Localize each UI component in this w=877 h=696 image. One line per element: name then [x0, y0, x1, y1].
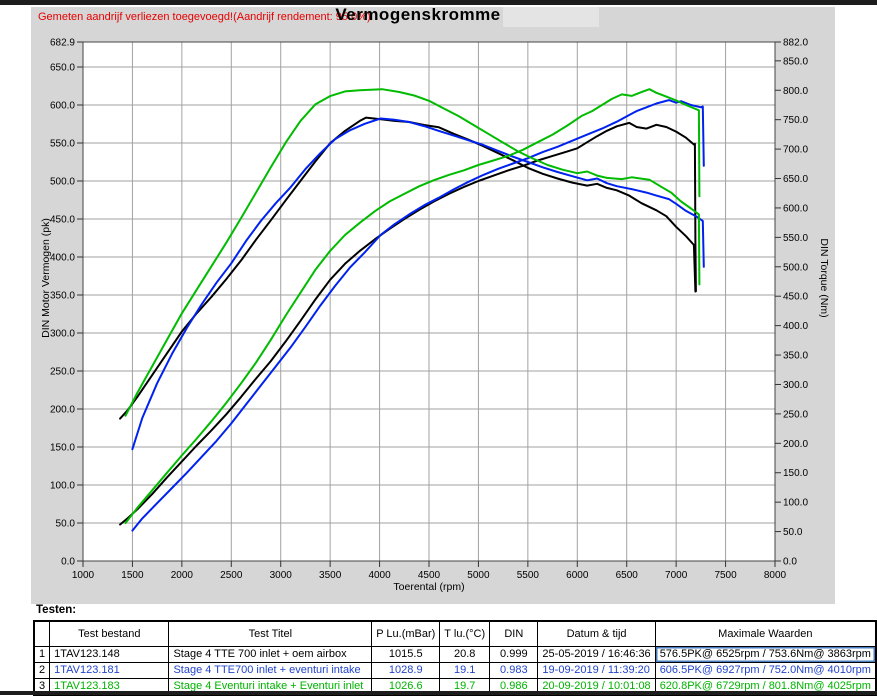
y-left-tick-label: 50.0 — [56, 519, 76, 530]
x-tick-label: 8000 — [764, 570, 787, 581]
y-left-tick-label: 450.0 — [50, 215, 75, 226]
x-tick-label: 2000 — [171, 570, 194, 581]
curve-1-power — [119, 121, 697, 526]
y-right-tick-label: 200.0 — [783, 439, 808, 450]
x-tick-label: 4000 — [368, 570, 391, 581]
row-number: 1 — [33, 646, 51, 663]
y-right-tick-label: 550.0 — [783, 233, 808, 244]
y-left-tick-label: 682.9 — [50, 38, 75, 49]
y-left-tick-label: 300.0 — [50, 329, 75, 340]
y-right-tick-label: 250.0 — [783, 409, 808, 420]
y-right-tick-label: 500.0 — [783, 262, 808, 273]
y-right-tick-label: 50.0 — [783, 527, 803, 538]
y-right-tick-label: 350.0 — [783, 351, 808, 362]
drivetrain-loss-note: Gemeten aandrijf verliezen toegevoegd!(A… — [38, 11, 371, 23]
column-header: T lu.(°C) — [439, 620, 491, 647]
y-left-tick-label: 400.0 — [50, 253, 75, 264]
x-tick-label: 1500 — [121, 570, 144, 581]
y-left-tick-label: 200.0 — [50, 405, 75, 416]
x-tick-label: 4500 — [418, 570, 441, 581]
bottom-border-bar — [0, 691, 877, 695]
y-right-tick-label: 800.0 — [783, 86, 808, 97]
din-factor[interactable]: 0.999 — [489, 646, 539, 663]
y-right-tick-label: 450.0 — [783, 292, 808, 303]
title-lightbox — [503, 7, 599, 27]
test-row-1: 1 1TAV123.148 Stage 4 TTE 700 inlet + oem … — [33, 646, 877, 663]
top-border-bar — [0, 0, 877, 5]
y-right-tick-label: 850.0 — [783, 56, 808, 67]
y-left-tick-label: 600.0 — [50, 101, 75, 112]
datetime-value[interactable]: 19-09-2019 / 11:39:20 — [537, 662, 656, 679]
column-header: Test bestand — [49, 620, 170, 647]
x-tick-label: 6000 — [566, 570, 589, 581]
curve-2-torque — [119, 116, 697, 420]
temp-value[interactable]: 20.8 — [439, 646, 491, 663]
y-right-tick-label: 150.0 — [783, 468, 808, 479]
y-right-tick-label: 750.0 — [783, 115, 808, 126]
x-axis-title: Toerental (rpm) — [393, 581, 465, 593]
x-tick-label: 5500 — [517, 570, 540, 581]
max-values-selected[interactable]: 576.5PK@ 6525rpm / 753.6Nm@ 3863rpm — [654, 646, 877, 663]
din-factor[interactable]: 0.983 — [489, 662, 539, 679]
column-header: P Lu.(mBar) — [371, 620, 441, 647]
max-values[interactable]: 606.5PK@ 6927rpm / 752.0Nm@ 4010rpm — [654, 662, 877, 679]
x-tick-label: 2500 — [220, 570, 243, 581]
y-left-tick-label: 250.0 — [50, 367, 75, 378]
y-left-tick-label: 550.0 — [50, 139, 75, 150]
column-header: DIN — [489, 620, 539, 647]
tests-table: Test bestand Test Titel P Lu.(mBar) T lu.(°… — [33, 620, 877, 696]
x-tick-label: 1000 — [72, 570, 95, 581]
curve-3-power — [131, 99, 705, 532]
y-right-tick-label: 600.0 — [783, 203, 808, 214]
y-right-tick-label: 700.0 — [783, 145, 808, 156]
x-tick-label: 3000 — [270, 570, 293, 581]
x-tick-label: 6500 — [616, 570, 639, 581]
temp-value[interactable]: 19.1 — [439, 662, 491, 679]
y-right-tick-label: 882.0 — [783, 38, 808, 49]
y-right-tick-label: 300.0 — [783, 380, 808, 391]
pressure-value[interactable]: 1015.5 — [371, 646, 441, 663]
y-left-tick-label: 350.0 — [50, 291, 75, 302]
y-left-tick-label: 500.0 — [50, 177, 75, 188]
test-title[interactable]: Stage 4 TTE700 inlet + eventuri intake — [168, 662, 373, 679]
table-header-row: Test bestand Test Titel P Lu.(mBar) T lu.(°… — [33, 620, 877, 647]
y-right-tick-label: 0.0 — [783, 557, 797, 568]
y-right-tick-label: 650.0 — [783, 174, 808, 185]
test-file[interactable]: 1TAV123.148 — [49, 646, 170, 663]
x-tick-label: 7000 — [665, 570, 688, 581]
x-tick-label: 7500 — [714, 570, 737, 581]
column-header — [33, 620, 51, 647]
x-tick-label: 5000 — [467, 570, 490, 581]
test-row-2: 2 1TAV123.181 Stage 4 TTE700 inlet + event… — [33, 662, 877, 679]
y-right-tick-label: 100.0 — [783, 498, 808, 509]
curve-6-torque — [124, 88, 701, 417]
test-file[interactable]: 1TAV123.181 — [49, 662, 170, 679]
row-number: 2 — [33, 662, 51, 679]
column-header: Test Titel — [168, 620, 373, 647]
y-left-tick-label: 100.0 — [50, 481, 75, 492]
y-left-tick-label: 0.0 — [61, 557, 75, 568]
chart-title: Vermogenskromme — [335, 5, 501, 24]
curve-5-power — [124, 88, 701, 524]
y-axis-right-title: DIN Torque (Nm) — [818, 238, 830, 318]
x-tick-label: 3500 — [319, 570, 342, 581]
column-header: Datum & tijd — [537, 620, 656, 647]
y-right-tick-label: 400.0 — [783, 321, 808, 332]
column-header: Maximale Waarden — [654, 620, 877, 647]
datetime-value[interactable]: 25-05-2019 / 16:46:36 — [537, 646, 656, 663]
y-left-tick-label: 650.0 — [50, 63, 75, 74]
y-axis-left-title: DIN Motor Vermogen (pk) — [40, 218, 52, 338]
test-title[interactable]: Stage 4 TTE 700 inlet + oem airbox — [168, 646, 373, 663]
tests-section-label: Testen: — [36, 604, 77, 616]
curve-4-torque — [131, 117, 705, 451]
pressure-value[interactable]: 1028.9 — [371, 662, 441, 679]
y-left-tick-label: 150.0 — [50, 443, 75, 454]
